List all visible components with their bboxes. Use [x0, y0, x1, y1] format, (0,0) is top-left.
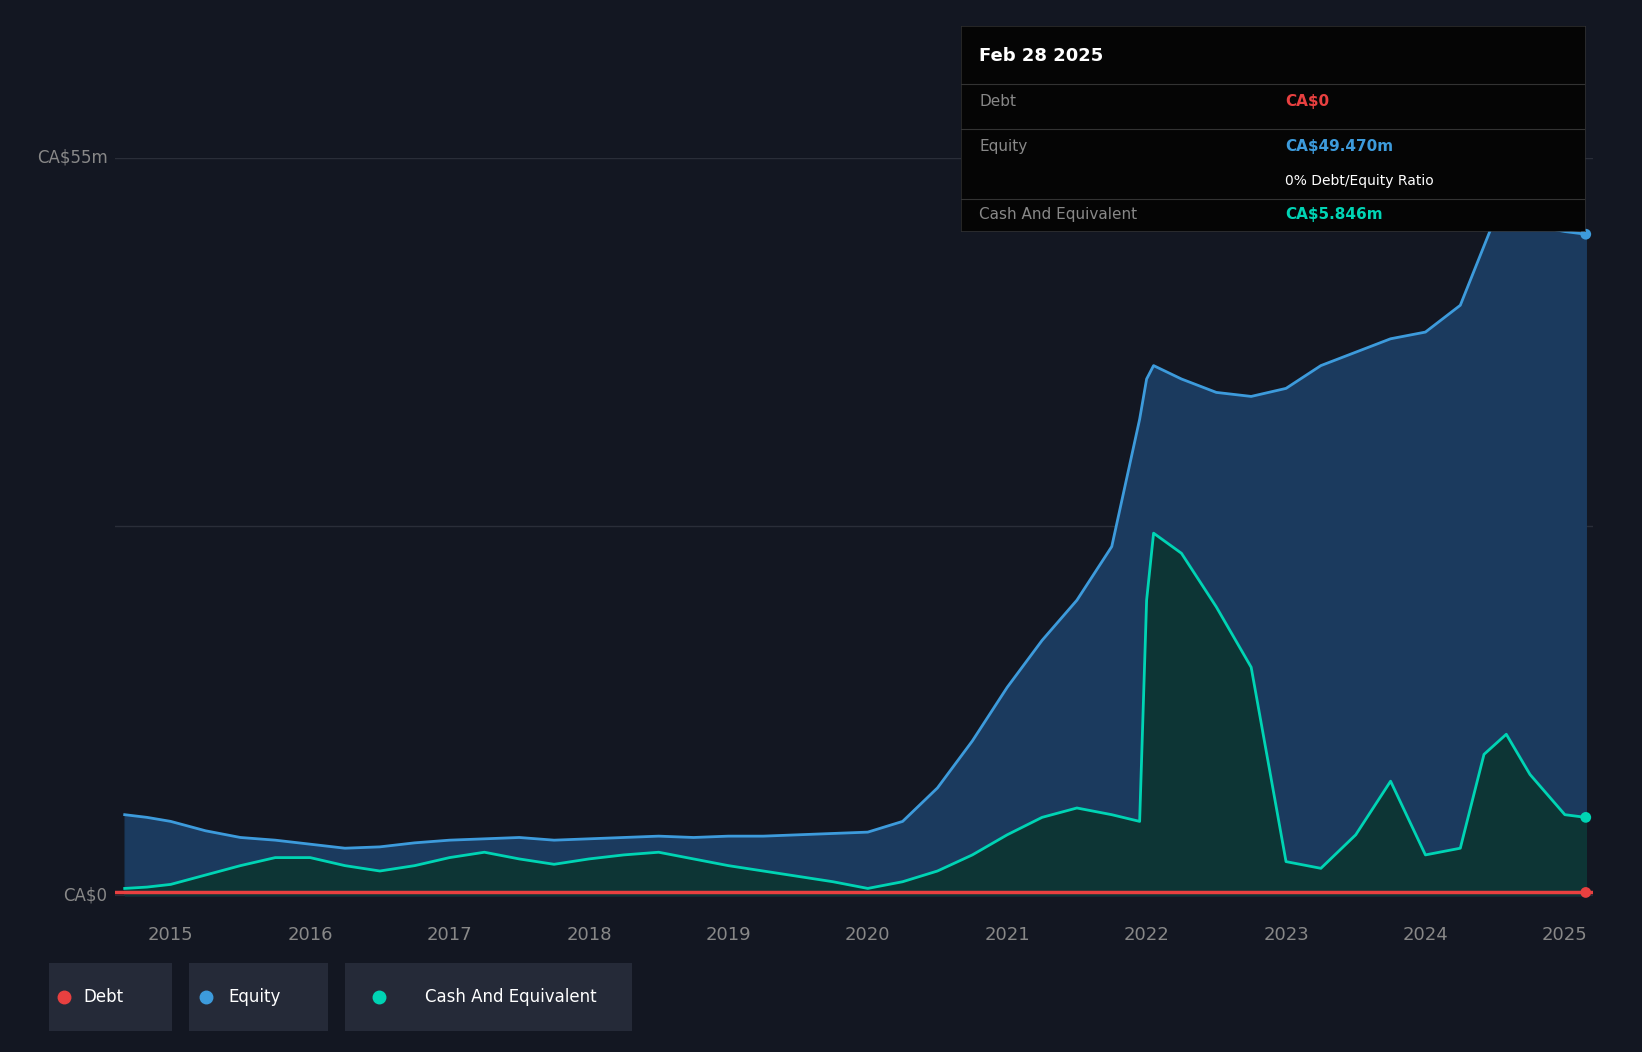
Text: CA$49.470m: CA$49.470m	[1286, 139, 1392, 155]
Text: 0% Debt/Equity Ratio: 0% Debt/Equity Ratio	[1286, 174, 1433, 188]
Text: Equity: Equity	[979, 139, 1028, 155]
Text: Debt: Debt	[84, 988, 123, 1006]
Text: Feb 28 2025: Feb 28 2025	[979, 46, 1103, 65]
Point	[1573, 809, 1599, 826]
Text: Equity: Equity	[228, 988, 281, 1006]
Point	[1573, 226, 1599, 243]
Text: CA$0: CA$0	[1286, 94, 1328, 109]
Point	[1573, 884, 1599, 901]
Text: CA$55m: CA$55m	[36, 148, 108, 167]
Text: Debt: Debt	[979, 94, 1016, 109]
Text: Cash And Equivalent: Cash And Equivalent	[979, 207, 1138, 222]
Text: CA$5.846m: CA$5.846m	[1286, 207, 1383, 222]
Text: Cash And Equivalent: Cash And Equivalent	[425, 988, 598, 1006]
Text: CA$0: CA$0	[64, 886, 108, 904]
